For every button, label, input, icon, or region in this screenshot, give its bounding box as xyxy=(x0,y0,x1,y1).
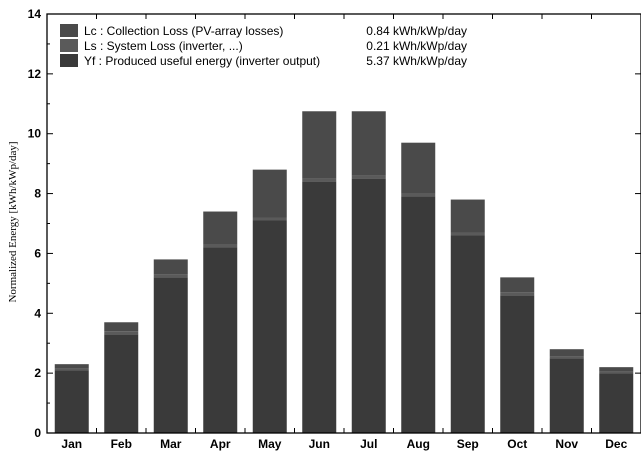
bar-sep-series-0 xyxy=(450,235,485,433)
bar-oct-series-0 xyxy=(500,295,535,433)
x-tick-label: Dec xyxy=(605,437,627,451)
y-tick-label: 8 xyxy=(34,187,41,201)
bar-aug-series-2 xyxy=(401,142,436,194)
legend-swatch xyxy=(60,24,78,37)
bar-nov-series-1 xyxy=(549,356,584,359)
x-tick-label: Mar xyxy=(160,437,182,451)
bar-jun-series-1 xyxy=(302,178,337,182)
bar-jul-series-2 xyxy=(351,111,386,176)
bar-sep-series-1 xyxy=(450,232,485,236)
bar-may-series-0 xyxy=(252,220,287,433)
bar-dec-series-1 xyxy=(599,371,634,374)
bar-jun-series-0 xyxy=(302,181,337,433)
legend-entry-label: Ls : System Loss (inverter, ...) xyxy=(84,39,243,53)
legend-entry-value: 0.21 kWh/kWp/day xyxy=(366,39,467,53)
bar-dec-series-2 xyxy=(599,367,634,372)
bar-jul-series-0 xyxy=(351,178,386,433)
bar-may-series-1 xyxy=(252,217,287,221)
bar-feb-series-1 xyxy=(104,331,139,335)
bar-apr-series-2 xyxy=(203,211,238,245)
x-tick-label: Nov xyxy=(555,437,578,451)
bar-dec-series-0 xyxy=(599,373,634,433)
x-tick-label: Jan xyxy=(61,437,82,451)
legend-swatch xyxy=(60,54,78,67)
legend-entry-value: 0.84 kWh/kWp/day xyxy=(366,24,467,38)
y-tick-label: 0 xyxy=(34,426,41,440)
legend-entry-value: 5.37 kWh/kWp/day xyxy=(366,54,467,68)
bar-aug-series-1 xyxy=(401,193,436,197)
y-tick-label: 10 xyxy=(28,127,42,141)
bar-oct-series-2 xyxy=(500,277,535,293)
x-tick-label: Apr xyxy=(210,437,231,451)
bars-layer xyxy=(54,111,634,433)
bar-apr-series-0 xyxy=(203,247,238,433)
bar-jul-series-1 xyxy=(351,175,386,179)
bar-nov-series-0 xyxy=(549,358,584,433)
bar-oct-series-1 xyxy=(500,292,535,296)
bar-nov-series-2 xyxy=(549,349,584,357)
legend-entry-label: Lc : Collection Loss (PV-array losses) xyxy=(84,24,283,38)
bar-mar-series-1 xyxy=(153,274,188,278)
y-tick-label: 2 xyxy=(34,366,41,380)
x-tick-label: Oct xyxy=(507,437,527,451)
bar-jan-series-1 xyxy=(54,368,89,371)
bar-sep-series-2 xyxy=(450,199,485,233)
legend-swatch xyxy=(60,39,78,52)
bar-mar-series-0 xyxy=(153,277,188,433)
bar-jan-series-0 xyxy=(54,370,89,433)
axes-layer: Jan Feb Mar Apr May Jun Jul Aug Sep Oct Nov Dec 0 2 4 6… xyxy=(28,7,641,451)
y-tick-label: 14 xyxy=(28,7,42,21)
x-tick-label: Sep xyxy=(457,437,479,451)
legend: Lc : Collection Loss (PV-array losses) 0.… xyxy=(56,22,471,70)
bar-may-series-2 xyxy=(252,169,287,218)
y-tick-label: 4 xyxy=(34,306,41,320)
x-tick-label: Aug xyxy=(407,437,430,451)
bar-feb-series-0 xyxy=(104,334,139,433)
bar-jun-series-2 xyxy=(302,111,337,179)
y-tick-label: 12 xyxy=(28,67,42,81)
bar-aug-series-0 xyxy=(401,196,436,433)
legend-entry-label: Yf : Produced useful energy (inverter ou… xyxy=(84,54,320,68)
x-tick-label: May xyxy=(258,437,282,451)
y-tick-label: 6 xyxy=(34,246,41,260)
x-tick-label: Jun xyxy=(309,437,330,451)
y-axis-label: Normalized Energy [kWh/kWp/day] xyxy=(7,141,19,302)
bar-apr-series-1 xyxy=(203,244,238,248)
x-tick-label: Jul xyxy=(360,437,377,451)
bar-jan-series-2 xyxy=(54,364,89,369)
bar-mar-series-2 xyxy=(153,259,188,275)
legend-box xyxy=(56,22,471,70)
x-tick-label: Feb xyxy=(111,437,132,451)
bar-feb-series-2 xyxy=(104,322,139,332)
